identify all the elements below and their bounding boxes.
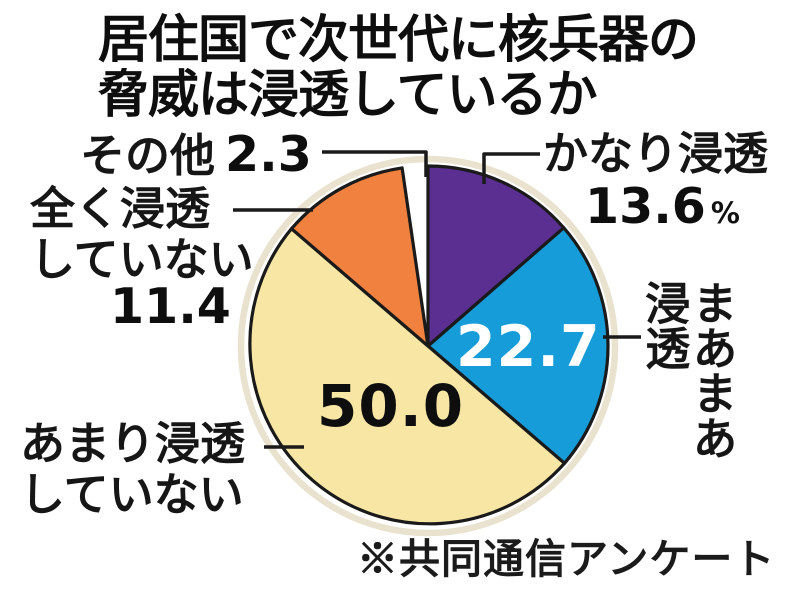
pie-slice-2 (248, 227, 567, 526)
percent-sign: % (710, 196, 740, 230)
source-note: ※共同通信アンケート (357, 535, 776, 583)
slice-value-maamaa: 22.7 (456, 314, 601, 380)
page-title: 居住国で次世代に核兵器の 脅威は浸透しているか (98, 11, 699, 125)
callout-kanari-number: 13.6 (585, 178, 706, 235)
callout-other-label: その他 (80, 129, 216, 182)
callout-maamaa-label-col1: まあまあ (684, 280, 738, 460)
slice-value-amari: 50.0 (317, 372, 465, 440)
callout-maamaa-label: まあまあ 浸透 (637, 280, 738, 480)
pie-slice-0 (426, 164, 566, 348)
callout-amari-label-line2: していない (20, 468, 244, 522)
leader-lines (233, 150, 641, 449)
callout-mattaku-label-line1: 全く浸透 (30, 182, 211, 235)
leader-line-kanari (482, 152, 540, 184)
page-title-line1: 居住国で次世代に核兵器の (98, 11, 699, 70)
callout-kanari-value: 13.6 % (585, 178, 740, 235)
page-title-line2: 脅威は浸透しているか (98, 65, 597, 125)
callout-amari-label: あまり浸透 していない (20, 418, 245, 521)
callout-mattaku-value: 11.4 (110, 278, 231, 335)
pie-slices (248, 164, 610, 526)
pie-slice-3 (289, 166, 430, 348)
callout-amari-label-line1: あまり浸透 (20, 417, 246, 470)
callout-mattaku-label-line2: していない (30, 233, 254, 287)
pie-slice-1 (426, 226, 610, 465)
callout-kanari-label: かなり浸透 (543, 127, 769, 180)
leader-line-other (322, 150, 428, 177)
callout-other: その他 2.3 (80, 126, 312, 183)
callout-mattaku-label: 全く浸透 していない (30, 183, 254, 286)
callout-other-value: 2.3 (225, 126, 312, 183)
callout-maamaa-label-col2: 浸透 (637, 280, 691, 370)
